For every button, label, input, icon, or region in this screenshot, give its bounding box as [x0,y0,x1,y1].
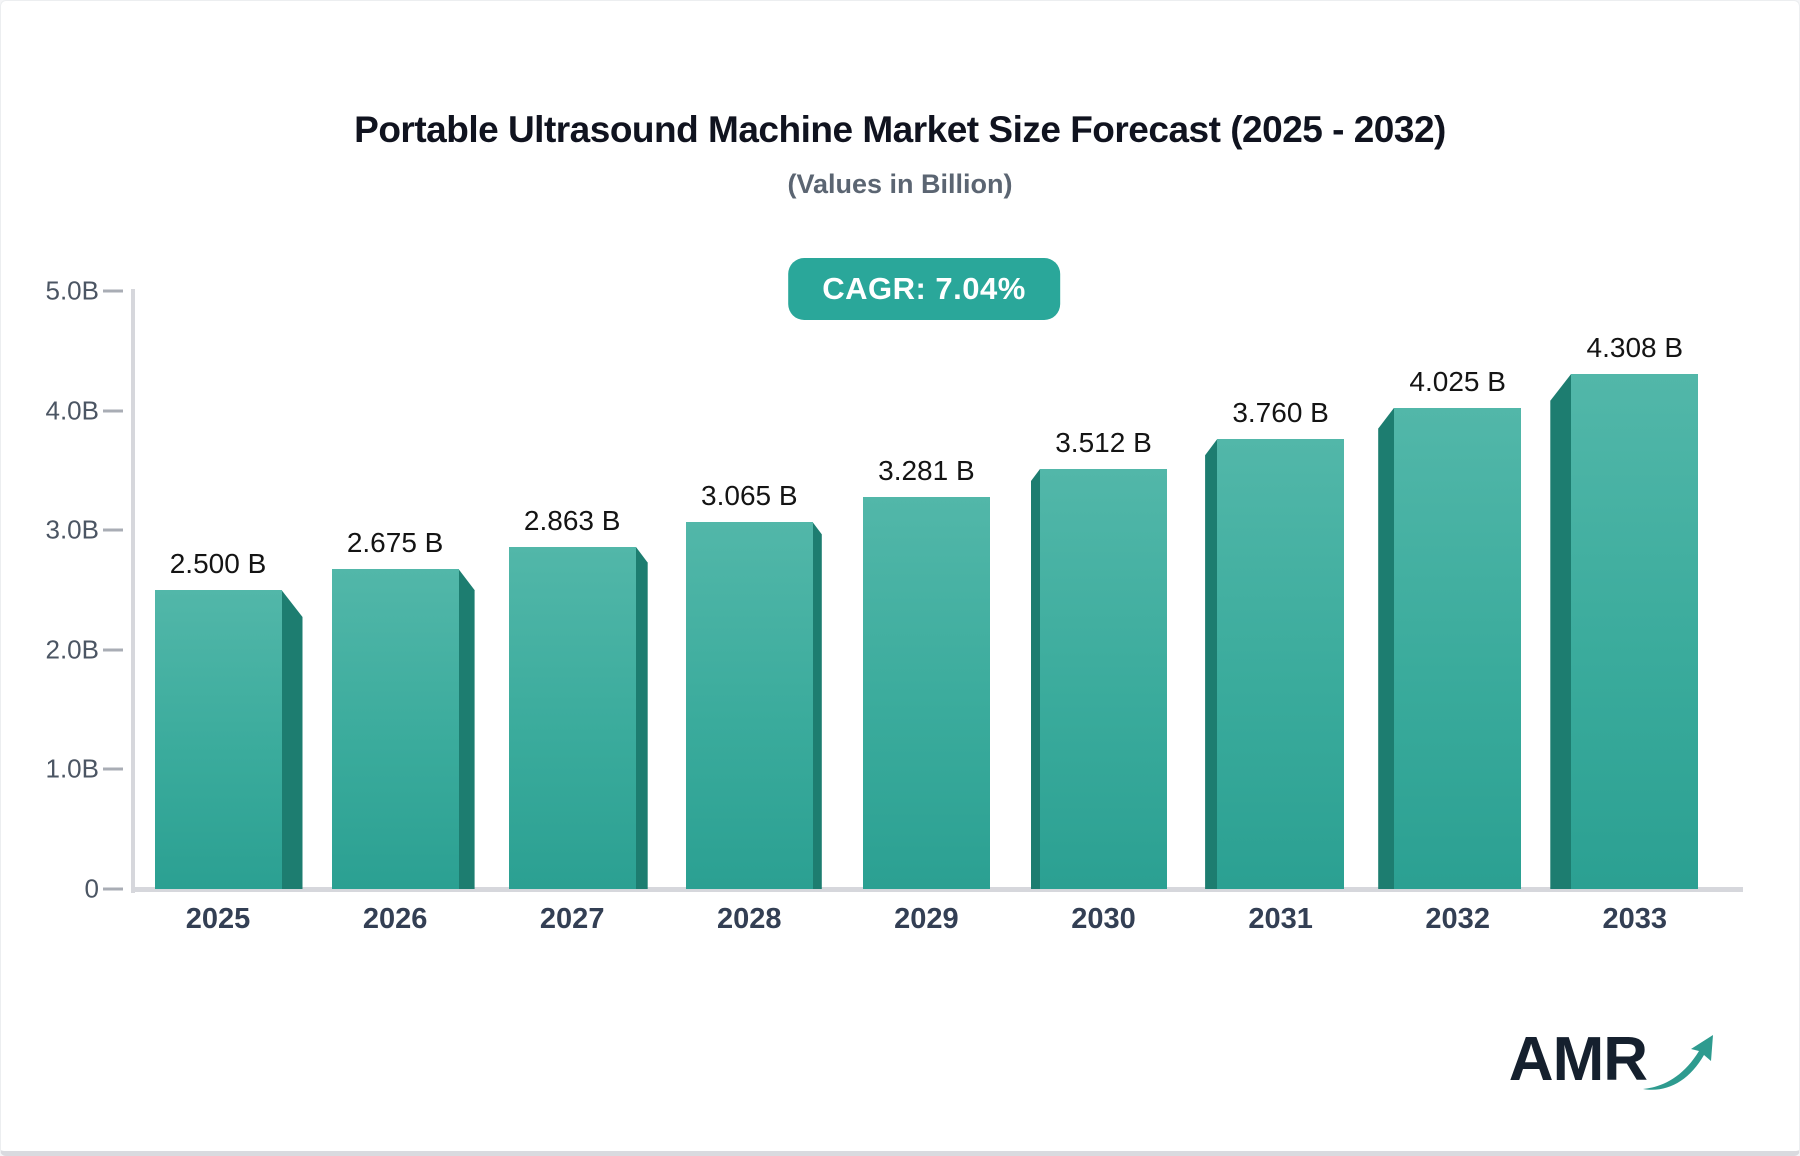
bar [685,522,813,889]
bar [154,590,282,889]
bar-value-label: 2.500 B [169,548,267,579]
bar-side-bevel [635,546,648,889]
y-axis-tick-mark [103,648,123,652]
bar-side-bevel [1205,439,1218,889]
x-axis-label: 2026 [362,903,428,935]
x-axis-label: 2025 [185,903,251,935]
x-axis-label: 2033 [1602,903,1668,935]
bar [862,496,990,889]
bar-value-label: 3.065 B [701,480,798,512]
chart-title: Portable Ultrasound Machine Market Size … [354,109,1446,150]
growth-arrow-icon [1643,1035,1713,1090]
cagr-badge: CAGR: 7.04% [788,258,1060,320]
bar-side-bevel [812,522,822,889]
y-axis-tick-label: 5.0B [45,275,100,306]
bar-value-label: 3.512 B [1055,426,1152,458]
y-axis-tick-mark [103,409,123,413]
y-axis-tick-mark [103,767,123,771]
y-axis-line [131,289,135,893]
bar-side-bevel [281,590,303,889]
x-axis-label: 2032 [1425,903,1490,935]
y-axis-tick-mark [103,289,123,293]
bar-side-bevel [1031,468,1040,889]
y-axis-tick-label: 3.0B [45,514,100,545]
bar [1040,468,1167,889]
y-axis-tick-label: 4.0B [45,395,100,426]
bar [1217,439,1345,889]
bar-side-bevel [1550,373,1572,889]
amr-logo: AMR [1509,1029,1721,1095]
x-axis-label: 2027 [539,903,605,935]
bar-value-label: 2.863 B [523,504,621,536]
bar [331,569,459,889]
x-axis-label: 2031 [1248,903,1313,935]
y-axis-tick-label: 0 [84,873,99,904]
y-axis-tick-label: 1.0B [45,753,100,784]
y-axis-tick-mark [103,528,123,532]
bar [508,546,636,889]
bar-value-label: 3.760 B [1232,397,1329,429]
bar [1394,407,1522,889]
bar-value-label: 4.308 B [1586,331,1684,363]
bar-side-bevel [1378,407,1395,889]
x-axis-label: 2029 [894,903,959,935]
bar-value-label: 3.281 B [878,454,975,486]
bar-value-label: 2.675 B [346,527,444,559]
x-axis-baseline [131,887,1743,892]
amr-logo-text: AMR [1508,1025,1648,1094]
bar [1571,373,1699,889]
y-axis-tick-mark [103,887,123,891]
x-axis-label: 2028 [717,903,782,935]
bar-side-bevel [458,569,475,889]
x-axis-label: 2030 [1071,903,1136,935]
chart-subtitle: (Values in Billion) [787,169,1013,199]
bar-value-label: 4.025 B [1409,365,1506,397]
y-axis-tick-label: 2.0B [45,634,100,665]
